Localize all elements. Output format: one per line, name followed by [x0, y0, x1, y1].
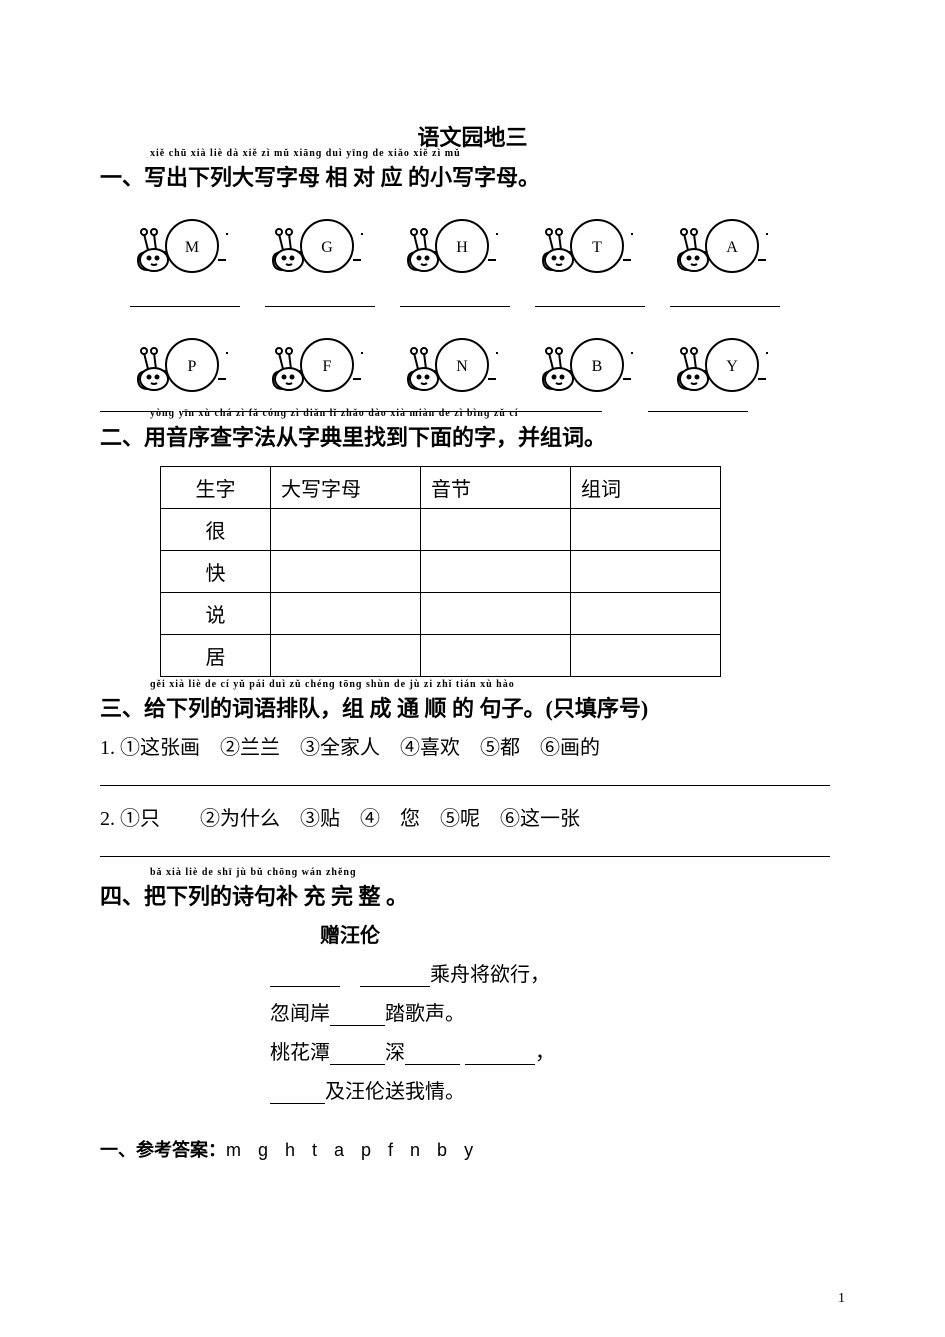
poem-blank[interactable] [360, 967, 430, 987]
cell-char: 居 [161, 635, 271, 677]
poem-blank[interactable] [270, 1084, 325, 1104]
blank[interactable] [265, 289, 375, 307]
question-1: 1. ①这张画 ②兰兰 ③全家人 ④喜欢 ⑤都 ⑥画的 [100, 731, 845, 760]
section3-heading-text: 三、给下列的词语排队，组 成 通 顺 的 句子。(只填序号) [100, 696, 648, 721]
section4-heading-text: 四、把下列的诗句补 充 完 整 。 [100, 884, 408, 909]
poem-line-4: 及汪伦送我情。 [270, 1075, 845, 1104]
cell-input[interactable] [421, 509, 571, 551]
svg-text:B: B [592, 358, 603, 375]
table-row: 说 [161, 593, 721, 635]
cell-input[interactable] [271, 551, 421, 593]
cell-input[interactable] [571, 593, 721, 635]
section2-pinyin: yònɡ yīn xù chá zì fǎ cónɡ zì diǎn lǐ zh… [150, 408, 519, 419]
snail-T: T [535, 210, 645, 285]
blank[interactable] [400, 289, 510, 307]
poem-blank[interactable] [405, 1045, 460, 1065]
poem-blank[interactable] [270, 967, 340, 987]
table-row: 很 [161, 509, 721, 551]
svg-text:P: P [188, 358, 197, 375]
poem-blank[interactable] [465, 1045, 535, 1065]
cell-char: 说 [161, 593, 271, 635]
cell-input[interactable] [421, 635, 571, 677]
th-zuci: 组词 [571, 467, 721, 509]
poem-text: 桃花潭 [270, 1042, 330, 1064]
answer-key-text: m g h t a p f n b y [226, 1140, 479, 1160]
cell-input[interactable] [571, 635, 721, 677]
snail-G: G [265, 210, 375, 285]
poem-blank[interactable] [330, 1006, 385, 1026]
cell-input[interactable] [421, 593, 571, 635]
snail-M: M [130, 210, 240, 285]
blank[interactable] [130, 289, 240, 307]
poem-line-2: 忽闻岸 踏歌声。 [270, 997, 845, 1026]
poem-text: 及汪伦送我情。 [325, 1081, 465, 1103]
section1-pinyin: xiě chū xià liè dà xiě zì mǔ xiānɡ duì y… [150, 148, 461, 159]
table-row: 居 [161, 635, 721, 677]
svg-text:G: G [321, 239, 333, 256]
svg-text:T: T [592, 239, 602, 256]
section4-pinyin: bǎ xià liè de shī jù bǔ chōnɡ wán zhěnɡ [150, 867, 356, 878]
section1-heading-text: 一、写出下列大写字母 相 对 应 的小写字母。 [100, 165, 540, 190]
snail-F: F [265, 329, 375, 404]
cell-input[interactable] [271, 635, 421, 677]
section4-heading: bǎ xià liè de shī jù bǔ chōnɡ wán zhěnɡ … [100, 879, 845, 911]
poem-text: 忽闻岸 [270, 1003, 330, 1025]
th-daxie: 大写字母 [271, 467, 421, 509]
section2-heading: yònɡ yīn xù chá zì fǎ cónɡ zì diǎn lǐ zh… [100, 420, 845, 452]
snail-row-2: P F N B Y [130, 329, 845, 404]
table-header-row: 生字 大写字母 音节 组词 [161, 467, 721, 509]
poem-blank[interactable] [330, 1045, 385, 1065]
poem-text: 乘舟将欲行， [430, 964, 550, 986]
snail-row-1: M G H T A [130, 210, 845, 285]
section1-heading: xiě chū xià liè dà xiě zì mǔ xiānɡ duì y… [100, 160, 845, 192]
snail-letter: M [185, 239, 199, 256]
snail-B: B [535, 329, 645, 404]
poem-text: 深 [385, 1042, 405, 1064]
poem-title: 赠汪伦 [320, 919, 845, 948]
cell-input[interactable] [421, 551, 571, 593]
svg-text:A: A [726, 239, 738, 256]
cell-char: 很 [161, 509, 271, 551]
poem-block: 赠汪伦 乘舟将欲行， 忽闻岸踏歌声。 桃花潭深 ， 及汪伦送我情。 [270, 919, 845, 1104]
cell-input[interactable] [571, 509, 721, 551]
answer-line-2[interactable] [100, 835, 830, 857]
svg-text:N: N [456, 358, 468, 375]
snail-P: P [130, 329, 240, 404]
poem-line-1: 乘舟将欲行， [270, 958, 845, 987]
cell-input[interactable] [571, 551, 721, 593]
cell-char: 快 [161, 551, 271, 593]
cell-input[interactable] [271, 593, 421, 635]
poem-line-3: 桃花潭深 ， [270, 1036, 845, 1065]
blank-row-1 [130, 289, 845, 307]
svg-text:H: H [456, 239, 468, 256]
svg-text:F: F [323, 358, 332, 375]
section3-pinyin: ɡěi xià liè de cí yǔ pái duì zǔ chénɡ tō… [150, 679, 515, 690]
table-row: 快 [161, 551, 721, 593]
question-2: 2. ①只 ②为什么 ③贴 ④ 您 ⑤呢 ⑥这一张 [100, 802, 845, 831]
snail-H: H [400, 210, 510, 285]
answer-key-label: 一、参考答案： [100, 1140, 226, 1160]
th-yinjie: 音节 [421, 467, 571, 509]
answer-line-1[interactable] [100, 764, 830, 786]
blank[interactable] [670, 289, 780, 307]
section3-heading: ɡěi xià liè de cí yǔ pái duì zǔ chénɡ tō… [100, 691, 845, 723]
th-shengzi: 生字 [161, 467, 271, 509]
answer-key: 一、参考答案：m g h t a p f n b y [100, 1136, 845, 1162]
section2-heading-text: 二、用音序查字法从字典里找到下面的字，并组词。 [100, 425, 606, 450]
snail-A: A [670, 210, 780, 285]
snail-Y: Y [670, 329, 780, 404]
page-number: 1 [838, 1291, 845, 1307]
svg-text:Y: Y [726, 358, 738, 375]
blank[interactable] [535, 289, 645, 307]
dictionary-table: 生字 大写字母 音节 组词 很 快 说 居 [160, 466, 721, 677]
snail-N: N [400, 329, 510, 404]
cell-input[interactable] [271, 509, 421, 551]
poem-text: 踏歌声。 [385, 1003, 465, 1025]
